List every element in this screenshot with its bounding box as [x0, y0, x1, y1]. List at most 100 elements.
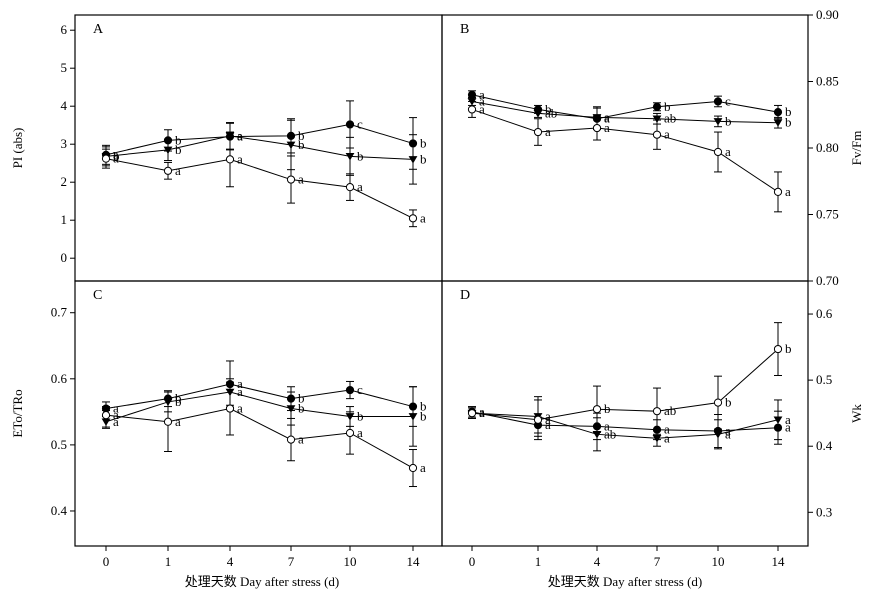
y-tick-label: 0.75 — [816, 207, 839, 222]
data-point-triangle — [163, 146, 173, 155]
data-point-triangle — [773, 416, 783, 424]
x-tick-label: 0 — [469, 554, 476, 569]
significance-label: b — [785, 104, 792, 119]
data-point-triangle — [408, 156, 418, 164]
significance-label: a — [725, 144, 731, 159]
data-point-open-circle — [773, 187, 783, 196]
panel-b-letter: B — [460, 22, 469, 37]
data-point-triangle — [652, 115, 662, 123]
data-point-triangle — [592, 431, 602, 439]
data-point-open-circle — [592, 405, 602, 414]
y-tick-label: 0.3 — [816, 504, 832, 519]
significance-label: a — [604, 120, 610, 135]
series-filled-triangle-down: a aab a aa — [467, 396, 791, 452]
series-line — [471, 100, 779, 124]
significance-label: c — [357, 116, 363, 131]
significance-label: a — [420, 460, 426, 475]
y-tick-label: 0.4 — [51, 503, 68, 518]
data-point-open-circle — [533, 127, 543, 137]
significance-label: a — [175, 163, 181, 178]
significance-label: b — [664, 99, 671, 114]
significance-label: b — [298, 391, 305, 406]
significance-label: b — [357, 148, 364, 163]
y-tick-label: 0.4 — [816, 438, 833, 453]
panel-a-frame — [74, 14, 443, 282]
data-point-triangle — [713, 431, 723, 439]
series-line — [105, 383, 414, 410]
significance-label: ab — [664, 403, 676, 418]
data-point-open-circle — [713, 398, 723, 407]
y-tick-label: 0.85 — [816, 74, 839, 89]
x-tick-label: 1 — [535, 554, 542, 569]
significance-label: b — [420, 399, 427, 414]
significance-label: b — [785, 341, 792, 356]
significance-label: a — [237, 128, 243, 143]
data-point-triangle — [713, 118, 723, 126]
significance-label: a — [664, 422, 670, 437]
y-tick-label: 0.80 — [816, 140, 839, 155]
significance-label: b — [298, 401, 305, 416]
significance-label: a — [725, 426, 731, 441]
x-tick-label: 4 — [594, 554, 601, 569]
significance-label: b — [420, 151, 427, 166]
significance-label: a — [664, 430, 670, 445]
panel-b-frame — [441, 14, 809, 282]
significance-label: a — [298, 172, 304, 187]
significance-label: a — [545, 124, 551, 139]
y-tick-label: 0.5 — [51, 437, 67, 452]
x-tick-label: 14 — [772, 554, 786, 569]
data-point-open-circle — [408, 463, 418, 473]
y-tick-label: 4 — [61, 98, 68, 113]
data-point-open-circle — [713, 147, 723, 157]
significance-label: b — [725, 395, 732, 410]
series-line — [471, 412, 779, 439]
significance-label: a — [237, 401, 243, 416]
y-axis-title: Fv/Fm — [849, 131, 864, 166]
x-tick-label: 14 — [407, 554, 421, 569]
y-axis-title: PI (abs) — [10, 128, 25, 169]
x-tick-label: 10 — [712, 554, 725, 569]
panel-d-letter: D — [460, 288, 470, 303]
x-tick-label: 7 — [654, 554, 661, 569]
significance-label: b — [420, 408, 427, 423]
significance-label: a — [785, 412, 791, 427]
x-tick-label: 4 — [227, 554, 234, 569]
panel-a-letter: A — [93, 22, 104, 37]
significance-label: c — [725, 93, 731, 108]
significance-label: a — [479, 93, 485, 108]
data-point-filled-circle — [713, 97, 723, 106]
significance-label: b — [175, 394, 182, 409]
y-tick-label: 0 — [61, 250, 68, 265]
data-point-open-circle — [286, 175, 296, 184]
y-tick-label: 0.70 — [816, 273, 839, 288]
significance-label: b — [545, 101, 552, 116]
data-point-open-circle — [163, 166, 173, 175]
significance-label: a — [479, 87, 485, 102]
y-tick-label: 5 — [61, 60, 68, 75]
y-tick-label: 0.7 — [51, 305, 68, 320]
x-tick-label: 1 — [165, 554, 172, 569]
significance-label: ab — [664, 111, 676, 126]
significance-label: b — [357, 408, 364, 423]
significance-label: a — [113, 407, 119, 422]
data-point-open-circle — [225, 155, 235, 164]
data-point-filled-circle — [345, 385, 355, 395]
data-point-triangle — [345, 153, 355, 161]
data-point-filled-circle — [773, 107, 783, 117]
series-line — [105, 391, 413, 423]
panel-c-letter: C — [93, 288, 102, 303]
significance-label: a — [237, 129, 243, 144]
significance-label: b — [725, 113, 732, 128]
series-line — [105, 158, 414, 219]
significance-label: a — [785, 184, 791, 199]
data-point-triangle — [408, 413, 418, 421]
significance-label: b — [420, 135, 427, 150]
significance-label: a — [113, 414, 119, 429]
